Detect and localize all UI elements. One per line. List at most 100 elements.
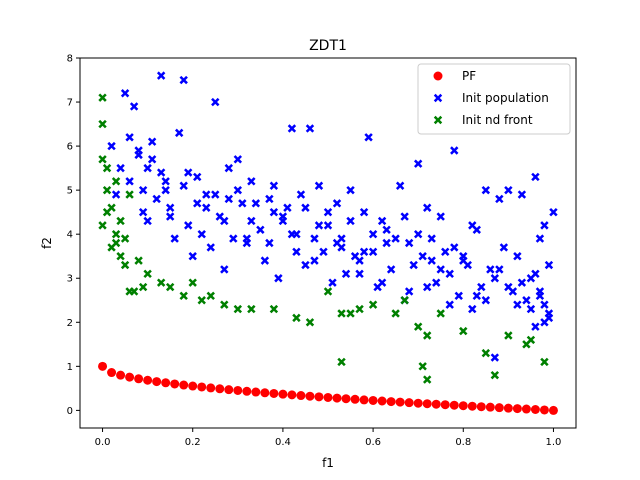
init-nd-front-point-18 — [165, 282, 175, 292]
init-population-point-50 — [256, 225, 265, 234]
init-population-point-77 — [220, 265, 229, 274]
init-population-point-66 — [486, 265, 495, 274]
init-population-point-112 — [404, 238, 414, 248]
x-axis-ticks: 0.0 0.2 0.4 0.6 0.8 1.0 — [95, 428, 561, 448]
init-population-point-15 — [193, 172, 202, 182]
init-population-point-39 — [549, 207, 558, 217]
pf-point-35 — [413, 398, 423, 408]
init-population-point-16 — [202, 190, 211, 199]
y-axis-label: f2 — [40, 237, 54, 249]
init-population-point-60 — [400, 212, 409, 221]
pf-point-15 — [233, 385, 243, 395]
legend-label-pf: PF — [462, 69, 476, 83]
pf-point-10 — [188, 381, 198, 391]
init-population-point-70 — [535, 234, 545, 243]
init-nd-front-point-27 — [292, 313, 301, 323]
init-population-point-61 — [409, 260, 418, 270]
init-population-point-19 — [269, 181, 279, 190]
pf-point-17 — [251, 387, 261, 397]
init-nd-front-point-36 — [423, 331, 432, 340]
init-population-point-92 — [454, 291, 463, 301]
init-population-point-59 — [382, 238, 391, 248]
pf-point-26 — [332, 393, 342, 403]
init-population-point-136 — [481, 296, 491, 305]
legend-marker-init-nd-front — [433, 115, 443, 125]
init-population-point-100 — [134, 150, 143, 160]
x-tick-label-1: 0.2 — [185, 437, 201, 448]
init-population-point-27 — [395, 181, 405, 190]
init-population-point-18 — [247, 177, 256, 186]
init-population-point-117 — [517, 278, 527, 287]
init-population-point-43 — [152, 194, 161, 204]
pf-point-9 — [179, 380, 189, 390]
init-population-point-3 — [129, 102, 139, 111]
init-nd-front-point-37 — [436, 309, 445, 318]
init-nd-front-point-43 — [526, 335, 536, 345]
init-population-point-20 — [283, 203, 292, 212]
init-population-point-90 — [432, 278, 441, 287]
init-nd-front-point-33 — [391, 309, 400, 318]
init-population-point-140 — [138, 185, 148, 195]
init-population-point-155 — [490, 353, 500, 362]
init-nd-front-point-24 — [233, 304, 243, 314]
init-population-point-110 — [359, 247, 369, 257]
chart-title: ZDT1 — [309, 38, 347, 54]
init-population-point-62 — [427, 234, 436, 243]
init-nd-front-point-14 — [129, 287, 139, 296]
pf-point-4 — [134, 374, 144, 384]
series-init-population — [107, 71, 558, 362]
x-tick-label-2: 0.4 — [275, 437, 291, 448]
init-nd-front-point-2 — [98, 155, 107, 164]
y-tick-label-1: 1 — [67, 362, 73, 373]
init-population-point-148 — [332, 238, 342, 248]
pf-point-12 — [206, 383, 216, 393]
pf-point-28 — [350, 394, 360, 404]
init-population-point-58 — [368, 229, 378, 239]
init-nd-front-point-31 — [355, 304, 364, 314]
pf-point-44 — [494, 403, 504, 413]
pf-point-45 — [503, 403, 513, 413]
init-population-point-36 — [517, 190, 527, 199]
init-nd-front-point-25 — [247, 304, 256, 314]
init-population-point-34 — [495, 194, 504, 204]
init-population-point-130 — [346, 216, 355, 226]
init-population-point-13 — [143, 163, 152, 173]
init-nd-front-point-32 — [368, 300, 378, 309]
init-nd-front-point-10 — [116, 252, 125, 261]
init-nd-front-point-22 — [206, 291, 215, 301]
init-population-point-125 — [233, 185, 243, 195]
init-population-point-141 — [165, 212, 175, 221]
init-population-point-108 — [314, 221, 324, 230]
init-population-point-152 — [423, 282, 432, 292]
init-population-point-104 — [224, 194, 233, 204]
init-population-point-111 — [382, 225, 391, 234]
pf-point-24 — [314, 392, 324, 402]
pf-point-7 — [161, 378, 171, 388]
init-population-point-147 — [310, 256, 319, 265]
pf-point-18 — [260, 388, 270, 398]
init-nd-front-point-28 — [305, 318, 315, 327]
init-population-point-142 — [193, 199, 202, 208]
init-nd-front-point-15 — [138, 282, 148, 292]
init-nd-front-point-26 — [269, 304, 279, 314]
init-nd-front-point-3 — [102, 163, 112, 173]
init-nd-front-point-51 — [125, 190, 134, 199]
x-tick-label-3: 0.6 — [365, 437, 381, 448]
y-tick-label-7: 7 — [67, 98, 73, 109]
init-population-point-0 — [156, 71, 166, 80]
pf-point-6 — [152, 377, 162, 387]
init-population-point-135 — [459, 252, 468, 261]
init-population-point-30 — [436, 212, 445, 221]
init-population-point-54 — [310, 234, 319, 243]
init-nd-front-point-38 — [459, 326, 468, 336]
init-population-point-81 — [301, 260, 310, 270]
init-population-point-84 — [341, 269, 351, 279]
init-population-point-9 — [147, 137, 157, 146]
init-population-point-87 — [386, 265, 396, 274]
init-nd-front-point-8 — [111, 229, 121, 239]
pf-point-1 — [107, 368, 117, 378]
init-nd-front-point-48 — [337, 357, 346, 367]
pf-point-36 — [422, 399, 432, 409]
init-population-point-5 — [305, 124, 315, 133]
init-nd-front-point-29 — [323, 287, 333, 296]
